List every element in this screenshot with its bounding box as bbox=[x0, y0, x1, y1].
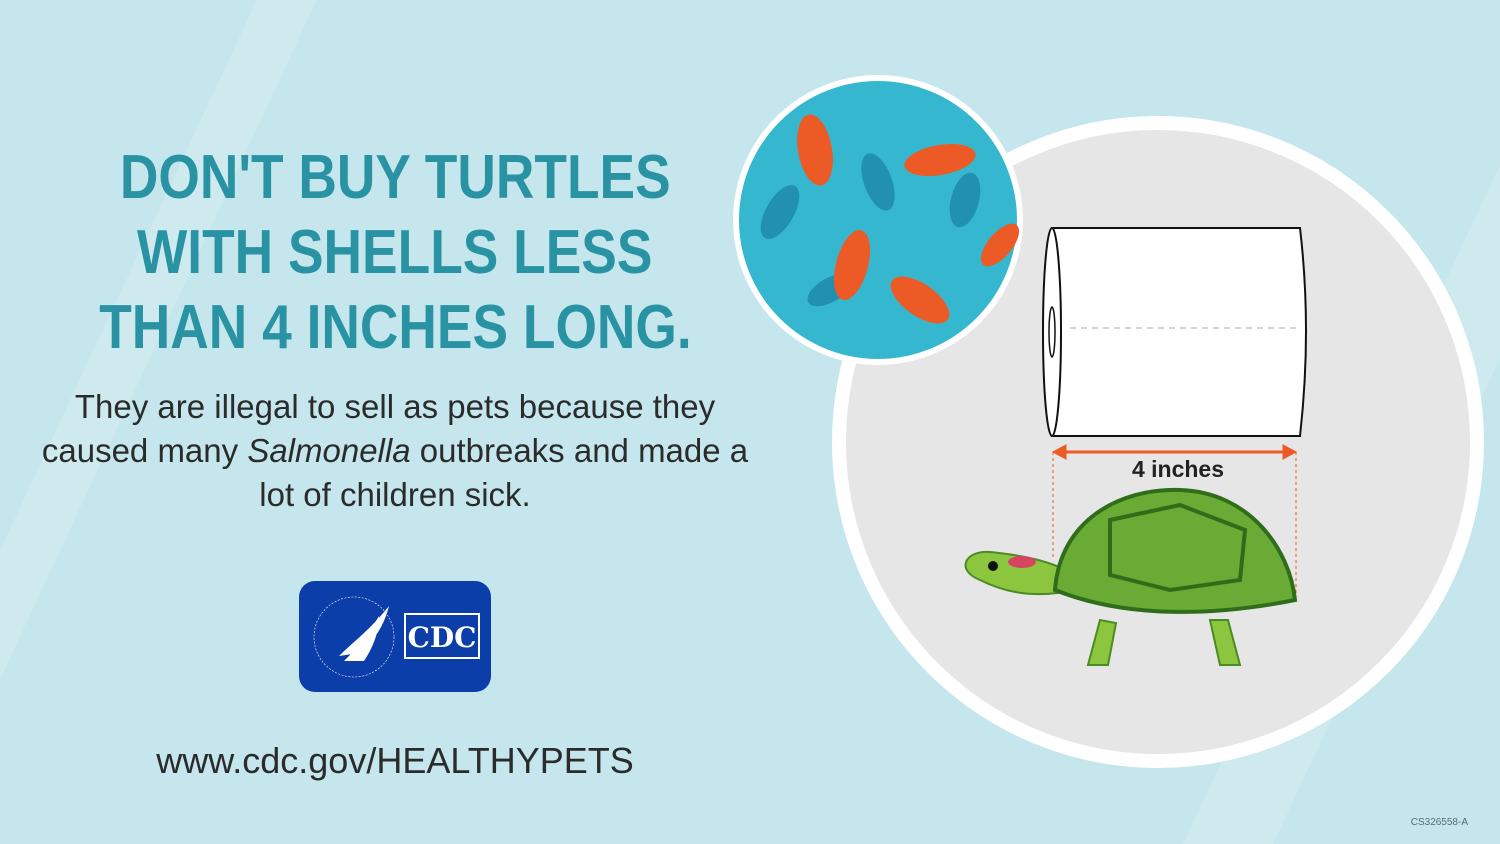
headline-row: with shells less bbox=[30, 215, 760, 290]
hhs-eagle-icon: CDC bbox=[313, 596, 480, 678]
headline-row: Don't buy turtles bbox=[30, 140, 760, 215]
headline: Don't buy turtles with shells less than … bbox=[30, 140, 760, 365]
orange-bacteria-icon bbox=[797, 114, 1020, 324]
salmonella-italic: Salmonella bbox=[247, 432, 411, 469]
measurement-label: 4 inches bbox=[1131, 456, 1225, 482]
turtle-icon bbox=[964, 487, 1298, 666]
website-url[interactable]: www.cdc.gov/HEALTHYPETS bbox=[156, 740, 634, 781]
bacteria-circle bbox=[733, 75, 1023, 365]
hhs-cdc-logo: CDC bbox=[299, 581, 491, 692]
headline-line: than 4 inches long. bbox=[98, 293, 692, 362]
headline-line: Don't buy turtles bbox=[119, 143, 671, 212]
measurement-arrow-icon bbox=[1051, 444, 1298, 600]
body-text-start: They are illegal to sell as pets because… bbox=[41, 388, 716, 469]
headline-row: than 4 inches long. bbox=[30, 290, 760, 365]
document-code: CS326558-A bbox=[1410, 817, 1468, 828]
body-text-end: outbreaks and made a lot of children sic… bbox=[259, 432, 749, 513]
toilet-paper-roll-icon bbox=[1042, 227, 1307, 437]
blue-bacteria-icon bbox=[760, 153, 981, 307]
cdc-wordmark: CDC bbox=[408, 621, 477, 654]
body-text: They are illegal to sell as pets because… bbox=[20, 385, 770, 517]
headline-line: with shells less bbox=[137, 218, 653, 287]
